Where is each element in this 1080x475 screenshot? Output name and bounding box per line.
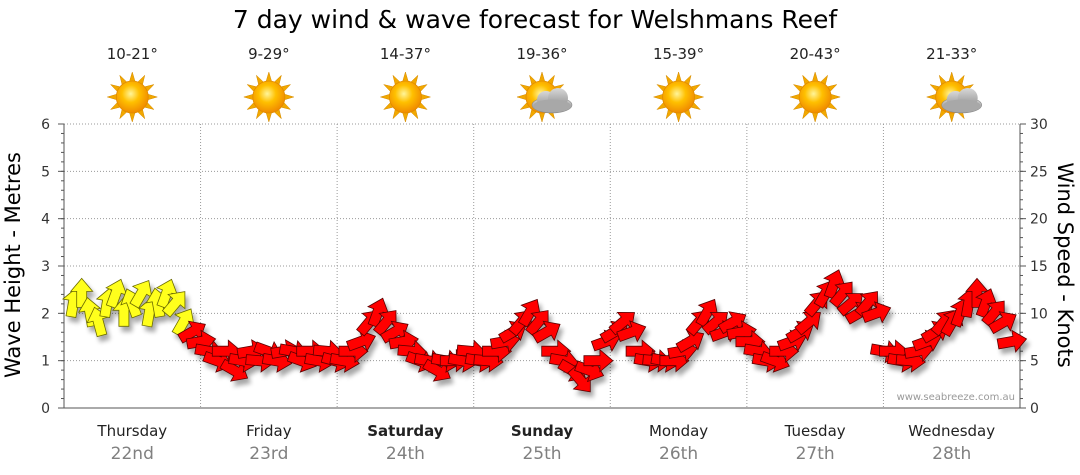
partly-cloudy-icon xyxy=(925,71,983,123)
day-temp-range: 20-43° xyxy=(790,45,841,63)
y-left-tick-label: 2 xyxy=(41,306,50,322)
x-date-label: 25th xyxy=(522,444,561,464)
y-right-tick-label: 20 xyxy=(1030,212,1048,228)
y-right-tick-label: 15 xyxy=(1030,259,1048,275)
y-right-tick-label: 0 xyxy=(1030,401,1039,417)
chart-grid xyxy=(64,123,1020,408)
wind-arrow-point xyxy=(675,330,705,354)
y-axis-left-title: Wave Height - Metres xyxy=(1,152,25,378)
x-date-label: 23rd xyxy=(249,444,288,464)
y-left-tick-label: 4 xyxy=(41,212,50,228)
x-day-label: Monday xyxy=(649,422,708,440)
x-day-label: Sunday xyxy=(511,422,574,440)
x-date-label: 22nd xyxy=(111,444,154,464)
day-temp-range: 19-36° xyxy=(516,45,567,63)
day-temp-range: 14-37° xyxy=(380,45,431,63)
credit-label: www.seabreeze.com.au xyxy=(897,392,1015,403)
y-left-tick-label: 5 xyxy=(41,164,50,180)
wind-arrow-point xyxy=(861,301,892,324)
partly-cloudy-icon xyxy=(516,71,573,123)
y-right-tick-label: 10 xyxy=(1030,306,1048,322)
x-day-label: Friday xyxy=(246,422,292,440)
x-date-label: 28th xyxy=(932,444,971,464)
sun-icon xyxy=(379,71,432,123)
y-axis-right-title: Wind Speed - Knots xyxy=(1053,162,1077,367)
wind-arrow-point xyxy=(616,320,647,343)
sun-icon xyxy=(106,71,159,123)
wind-arrow-point xyxy=(531,320,561,344)
wind-arrow-point xyxy=(996,329,1028,353)
x-date-label: 24th xyxy=(386,444,425,464)
sun-icon xyxy=(242,71,295,123)
x-date-label: 26th xyxy=(659,444,698,464)
y-right-tick-label: 25 xyxy=(1030,164,1048,180)
x-date-label: 27th xyxy=(796,444,835,464)
day-forecast-header: 10-21° Thursday 22nd 9-29° Friday 23rd 14-37° S… xyxy=(96,45,995,464)
day-temp-range: 10-21° xyxy=(107,45,158,63)
wind-arrow-point xyxy=(583,348,614,373)
x-day-label: Thursday xyxy=(96,422,167,440)
y-left-tick-label: 0 xyxy=(41,401,50,417)
x-day-label: Saturday xyxy=(367,422,444,440)
wind-arrow-point xyxy=(794,312,821,336)
y-right-tick-label: 5 xyxy=(1030,354,1039,370)
chart-axes: 0 1 2 3 4 5 6 0 5 10 15 20 25 30 xyxy=(41,117,1048,417)
wind-arrows xyxy=(61,269,1028,393)
day-temp-range: 21-33° xyxy=(926,45,977,63)
chart-title: 7 day wind & wave forecast for Welshmans… xyxy=(233,5,838,34)
day-temp-range: 15-39° xyxy=(653,45,704,63)
sun-icon xyxy=(789,71,842,123)
sun-icon xyxy=(652,71,705,123)
y-left-tick-label: 1 xyxy=(41,354,50,370)
day-temp-range: 9-29° xyxy=(248,45,290,63)
x-day-label: Wednesday xyxy=(908,422,995,440)
wind-arrow-point xyxy=(987,311,1017,335)
x-day-label: Tuesday xyxy=(784,422,846,440)
y-left-tick-label: 3 xyxy=(41,259,50,275)
y-right-tick-label: 30 xyxy=(1030,117,1048,133)
y-left-tick-label: 6 xyxy=(41,117,50,133)
wind-arrow-point xyxy=(161,291,186,318)
